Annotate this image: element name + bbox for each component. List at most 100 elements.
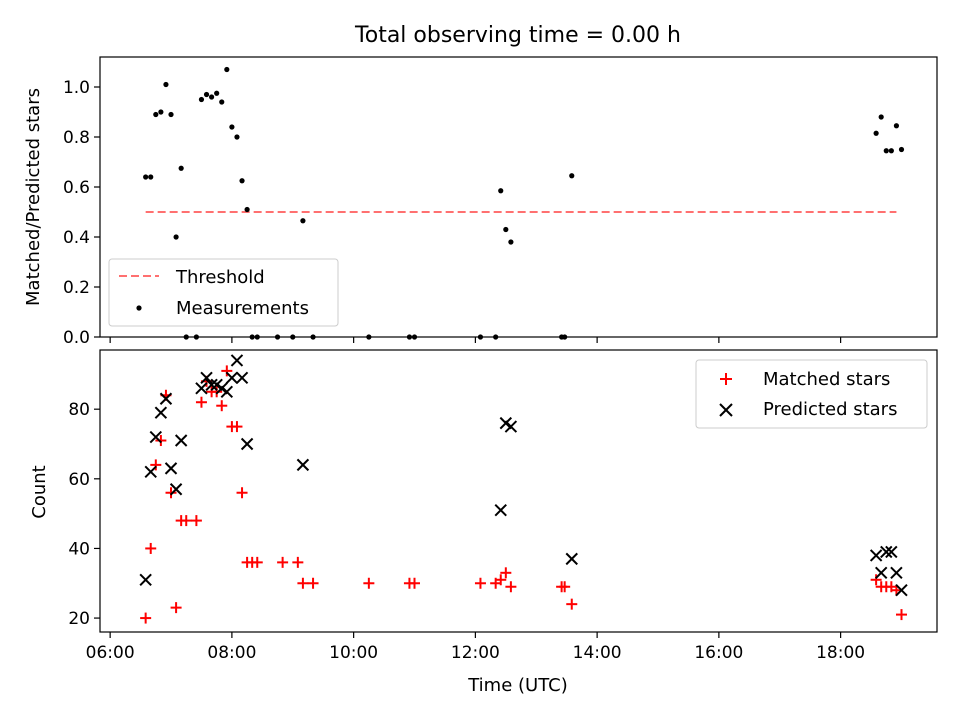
matched-star-point — [251, 556, 263, 568]
top-plot-frame — [99, 56, 938, 338]
measurement-point — [873, 130, 879, 136]
x-tick-label: 10:00 — [329, 643, 378, 663]
matched-star-point — [505, 581, 517, 593]
measurement-point — [893, 123, 900, 129]
measurement-point — [498, 188, 504, 194]
matched-star-point — [895, 609, 907, 621]
legend-matched-label: Matched stars — [763, 369, 890, 390]
predicted-star-point — [240, 437, 254, 451]
predicted-star-point — [885, 545, 898, 559]
bottom-legend: Matched stars Predicted stars — [695, 359, 928, 429]
legend-measurements-label: Measurements — [176, 298, 309, 319]
legend-measurements-swatch — [136, 305, 142, 311]
bottom-y-tick-label: 20 — [68, 609, 90, 629]
matched-star-point — [409, 577, 421, 589]
x-tick-label: 14:00 — [573, 643, 622, 663]
top-y-tick-label: 0.0 — [63, 328, 90, 348]
predicted-star-point — [895, 584, 908, 597]
top-legend-box — [108, 258, 339, 327]
matched-star-point — [363, 577, 375, 589]
measurement-point — [198, 96, 205, 103]
x-tick-label: 08:00 — [207, 643, 256, 663]
matched-star-point — [292, 556, 304, 568]
measurement-point — [300, 218, 306, 224]
matched-star-point — [566, 598, 578, 610]
matched-star-point — [307, 577, 319, 589]
matched-star-point — [150, 459, 162, 471]
measurement-point — [883, 148, 889, 154]
matched-star-point — [474, 577, 486, 589]
predicted-star-point — [869, 549, 883, 562]
matched-star-point — [155, 435, 167, 447]
top-y-tick-label: 0.6 — [63, 178, 90, 198]
measurement-point — [888, 148, 894, 154]
matched-star-point — [190, 515, 202, 527]
measurement-point — [878, 114, 884, 120]
measurement-point — [163, 81, 169, 88]
chart-title: Total observing time = 0.00 h — [354, 23, 681, 48]
legend-predicted-label: Predicted stars — [763, 399, 897, 420]
predicted-star-point — [144, 465, 157, 479]
predicted-star-point — [220, 385, 234, 398]
measurement-point — [234, 134, 240, 140]
measurement-point — [219, 99, 225, 105]
legend-threshold-label: Threshold — [175, 267, 265, 288]
bottom-y-tick-label: 80 — [68, 400, 90, 420]
measurement-point — [173, 234, 179, 240]
measurement-point — [239, 178, 245, 184]
measurement-point — [143, 174, 149, 180]
predicted-star-point — [159, 392, 173, 405]
predicted-star-point — [880, 545, 893, 559]
bottom-y-tick-label: 40 — [68, 539, 90, 559]
bottom-y-tick-label: 60 — [68, 470, 90, 490]
top-legend: Threshold Measurements — [108, 258, 339, 327]
measurement-point — [224, 66, 230, 73]
measurement-point — [153, 111, 159, 118]
measurement-point — [168, 111, 174, 118]
x-axis-label: Time (UTC) — [467, 675, 568, 696]
measurement-point — [178, 165, 184, 171]
predicted-star-point — [874, 566, 888, 580]
matched-star-point — [211, 386, 223, 398]
predicted-star-point — [174, 434, 188, 447]
bottom-legend-box — [695, 359, 928, 429]
matched-star-point — [165, 487, 177, 499]
top-y-tick-label: 0.4 — [63, 228, 90, 248]
measurement-point — [244, 206, 250, 213]
matched-star-point — [170, 602, 182, 614]
predicted-star-point — [164, 462, 178, 475]
top-y-axis-label: Matched/Predicted stars — [23, 88, 44, 306]
marks-layer — [139, 66, 908, 624]
measurement-point — [508, 239, 514, 245]
matched-star-point — [297, 577, 309, 589]
measurement-point — [158, 109, 164, 115]
matched-star-point — [145, 542, 157, 554]
top-y-tick-label: 1.0 — [63, 78, 90, 98]
predicted-star-point — [890, 566, 903, 580]
predicted-star-point — [139, 573, 152, 586]
x-tick-label: 12:00 — [451, 643, 500, 663]
predicted-star-point — [494, 503, 507, 517]
predicted-star-point — [296, 458, 310, 472]
legend-matched-swatch — [720, 373, 732, 385]
matched-star-point — [500, 567, 512, 579]
top-y-tick-label: 0.8 — [63, 128, 90, 148]
measurement-point — [148, 174, 154, 180]
matched-star-point — [870, 574, 882, 586]
matched-star-point — [221, 365, 233, 377]
bottom-y-axis-label: Count — [29, 465, 50, 518]
predicted-star-point — [565, 552, 578, 566]
top-y-tick-label: 0.2 — [63, 278, 90, 298]
predicted-star-point — [154, 406, 168, 419]
predicted-star-point — [149, 430, 163, 444]
matched-star-point — [495, 574, 507, 586]
x-tick-label: 06:00 — [86, 643, 135, 663]
measurement-point — [569, 173, 575, 179]
predicted-star-point — [235, 371, 249, 385]
matched-star-point — [216, 400, 228, 412]
bottom-plot-frame — [99, 349, 938, 633]
predicted-star-point — [225, 371, 239, 385]
predicted-star-point — [169, 483, 183, 496]
predicted-star-point — [205, 378, 218, 392]
